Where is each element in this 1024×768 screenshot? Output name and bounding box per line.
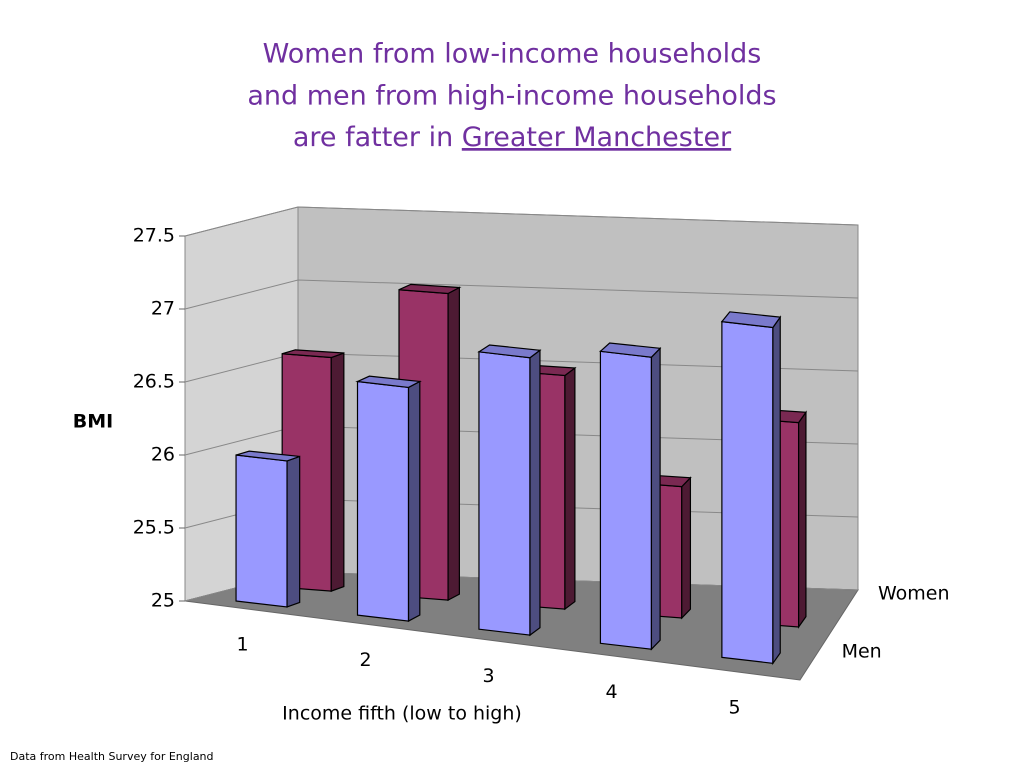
bar-front <box>599 350 653 650</box>
bar-side <box>564 366 576 611</box>
x-tick-label: 4 <box>605 681 617 703</box>
bar-front <box>235 454 288 608</box>
plot: 25 25.5 26 26.5 27 27.5 1 2 3 4 5 Women Men <box>133 206 950 719</box>
source-note: Data from Health Survey for England <box>10 750 214 763</box>
title-text: are fatter in <box>293 122 462 153</box>
bar <box>599 342 662 651</box>
y-tick-label: 26 <box>151 444 175 466</box>
bar-top <box>477 344 542 359</box>
bar-side <box>681 476 692 620</box>
grid-line <box>184 279 859 310</box>
x-axis-label: Income fifth (low to high) <box>282 703 522 725</box>
x-tick-label: 2 <box>359 649 371 671</box>
bar-top <box>281 349 345 359</box>
bar-top <box>720 311 782 329</box>
bar-top <box>235 450 300 462</box>
y-tick-label: 26.5 <box>133 371 175 393</box>
x-tick-label: 1 <box>236 633 248 655</box>
bar-top <box>599 342 662 358</box>
title-line: and men from high-income households <box>247 81 776 112</box>
bar-side <box>447 286 460 602</box>
bar-side <box>772 315 781 666</box>
bar-side <box>286 455 301 608</box>
bar-side <box>407 380 421 623</box>
bar-top <box>398 283 462 295</box>
y-tick-label: 25 <box>151 590 175 612</box>
bar-side <box>529 349 541 637</box>
y-tick-label: 27 <box>151 298 175 320</box>
bar-front <box>721 320 774 664</box>
title-line: are fatter in Greater Manchester <box>293 122 732 153</box>
bar-front <box>356 380 410 622</box>
x-tick-label: 5 <box>728 697 740 719</box>
legend-label: Women <box>878 583 950 605</box>
y-tick-label: 25.5 <box>133 517 175 539</box>
bar <box>720 311 782 666</box>
x-tick-label: 3 <box>482 665 494 687</box>
bar-side <box>650 346 661 651</box>
grid-line <box>184 206 859 237</box>
y-axis-label: BMI <box>73 411 113 433</box>
bar-front <box>478 351 531 636</box>
bar-side <box>797 410 807 629</box>
legend-label: Men <box>842 641 882 663</box>
title-link[interactable]: Greater Manchester <box>462 122 732 153</box>
bar <box>235 450 301 608</box>
bar-side <box>330 352 345 592</box>
bar <box>477 344 542 637</box>
bar <box>355 375 422 623</box>
y-tick-label: 27.5 <box>133 225 175 247</box>
title-line: Women from low-income households <box>263 39 762 70</box>
bar-top <box>355 375 422 389</box>
